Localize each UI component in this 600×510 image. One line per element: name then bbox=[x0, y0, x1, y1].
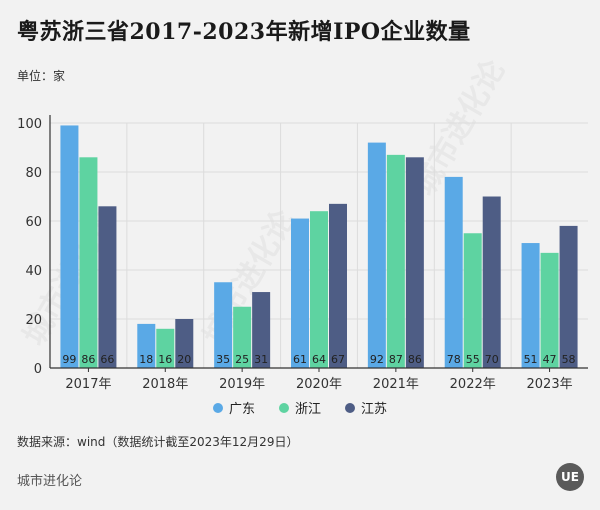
y-tick-label: 40 bbox=[25, 264, 42, 279]
bar-value-label: 64 bbox=[312, 353, 326, 366]
y-tick-label: 0 bbox=[34, 362, 42, 377]
bar bbox=[482, 196, 501, 368]
bar bbox=[233, 306, 252, 368]
bar bbox=[252, 292, 271, 368]
footer-brand: 城市进化论 bbox=[17, 474, 83, 489]
bar-value-label: 86 bbox=[408, 353, 422, 366]
legend-label: 江苏 bbox=[361, 401, 387, 417]
bar-value-label: 18 bbox=[139, 353, 153, 366]
bar bbox=[175, 319, 194, 368]
bar-value-label: 70 bbox=[485, 353, 499, 366]
bar-chart: 99 86 66 18 16 20 35 25 31 61 64 67 92 87 86 78 55 70 51 47… bbox=[17, 115, 588, 417]
bar bbox=[521, 243, 540, 368]
bar bbox=[137, 323, 156, 368]
unit-label: 单位：家 bbox=[17, 69, 66, 83]
x-tick-label: 2019年 bbox=[219, 377, 265, 392]
bar-value-label: 31 bbox=[254, 353, 268, 366]
bar bbox=[367, 142, 386, 368]
bar-value-label: 99 bbox=[62, 353, 76, 366]
bar-value-label: 47 bbox=[543, 353, 557, 366]
x-tick-label: 2021年 bbox=[373, 377, 419, 392]
x-tick-label: 2020年 bbox=[296, 377, 342, 392]
x-tick-label: 2018年 bbox=[142, 377, 188, 392]
bar bbox=[386, 154, 405, 368]
bar-value-label: 20 bbox=[177, 353, 191, 366]
y-tick-label: 60 bbox=[25, 215, 42, 230]
bar bbox=[540, 252, 559, 368]
bar-value-label: 86 bbox=[81, 353, 95, 366]
brand-logo: UE bbox=[556, 463, 584, 491]
bar bbox=[444, 176, 463, 368]
x-tick-label: 2017年 bbox=[65, 377, 111, 392]
bar-value-label: 16 bbox=[158, 353, 172, 366]
bar bbox=[156, 328, 175, 368]
legend-marker bbox=[279, 403, 289, 413]
bar-value-label: 58 bbox=[562, 353, 576, 366]
bar bbox=[405, 157, 424, 368]
bar bbox=[60, 125, 79, 368]
bar-value-label: 67 bbox=[331, 353, 345, 366]
source-note: 数据来源：wind（数据统计截至2023年12月29日） bbox=[17, 435, 299, 449]
bar-value-label: 51 bbox=[524, 353, 538, 366]
y-tick-label: 80 bbox=[25, 166, 42, 181]
bar bbox=[559, 225, 578, 368]
legend-marker bbox=[213, 403, 223, 413]
bar-value-label: 35 bbox=[216, 353, 230, 366]
bar-value-label: 61 bbox=[293, 353, 307, 366]
legend-marker bbox=[345, 403, 355, 413]
bar bbox=[291, 218, 309, 368]
y-tick-label: 20 bbox=[25, 313, 42, 328]
bar bbox=[310, 211, 328, 368]
y-tick-label: 100 bbox=[17, 117, 42, 132]
bar-value-label: 25 bbox=[235, 353, 249, 366]
bar-value-label: 55 bbox=[466, 353, 480, 366]
legend-label: 浙江 bbox=[295, 402, 321, 417]
x-tick-label: 2022年 bbox=[450, 377, 496, 392]
bar bbox=[463, 233, 482, 368]
bar-value-label: 92 bbox=[370, 353, 384, 366]
chart-title: 粤苏浙三省2017-2023年新增IPO企业数量 bbox=[17, 19, 471, 45]
bar-value-label: 66 bbox=[100, 353, 114, 366]
x-tick-label: 2023年 bbox=[527, 377, 573, 392]
legend-label: 广东 bbox=[229, 402, 255, 417]
bar bbox=[329, 203, 347, 368]
bar-value-label: 87 bbox=[389, 353, 403, 366]
bar-value-label: 78 bbox=[447, 353, 461, 366]
bar bbox=[98, 206, 117, 368]
bar bbox=[79, 157, 98, 368]
bar bbox=[214, 282, 233, 368]
